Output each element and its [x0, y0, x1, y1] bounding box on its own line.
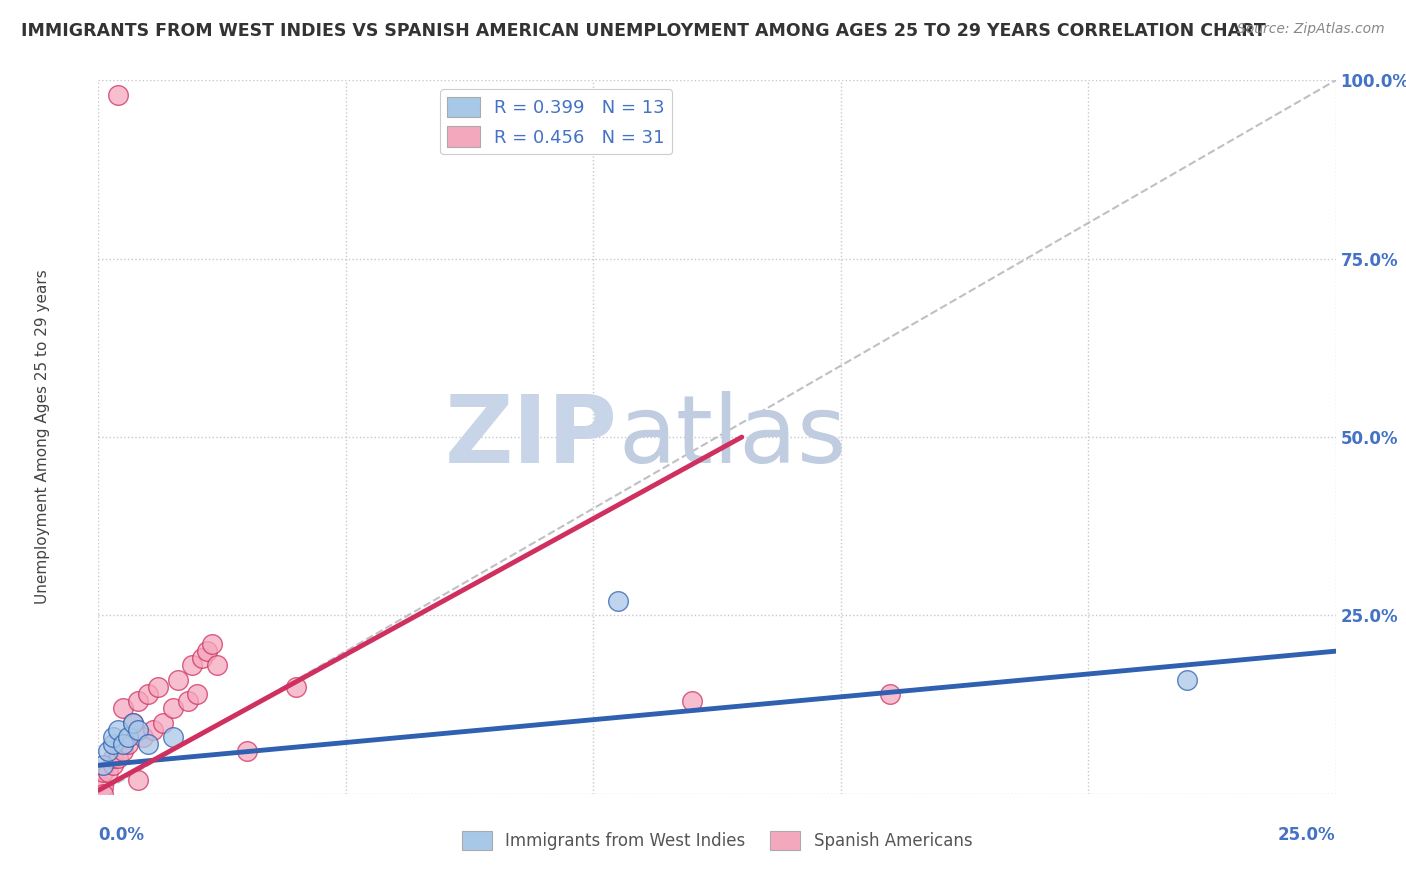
Point [681, 694, 703, 708]
Point [97, 765, 120, 780]
Point [127, 772, 149, 787]
Point [103, 751, 125, 765]
Point [122, 715, 145, 730]
Point [205, 658, 228, 673]
Point [136, 687, 159, 701]
Point [93, 780, 115, 794]
Legend: Immigrants from West Indies, Spanish Americans: Immigrants from West Indies, Spanish Ame… [456, 824, 979, 857]
Point [107, 751, 129, 765]
Text: Source: ZipAtlas.com: Source: ZipAtlas.com [1237, 22, 1385, 37]
Point [127, 694, 149, 708]
Point [162, 730, 184, 744]
Point [103, 737, 125, 751]
Point [152, 715, 174, 730]
Point [195, 644, 218, 658]
Text: ZIP: ZIP [446, 391, 619, 483]
Point [136, 737, 159, 751]
Point [186, 687, 208, 701]
Point [127, 723, 149, 737]
Text: 0.0%: 0.0% [98, 826, 145, 844]
Point [112, 737, 135, 751]
Point [103, 730, 125, 744]
Point [236, 744, 259, 758]
Point [107, 87, 129, 102]
Point [97, 744, 120, 758]
Point [103, 758, 125, 772]
Point [93, 787, 115, 801]
Point [142, 723, 165, 737]
Point [117, 737, 139, 751]
Point [107, 723, 129, 737]
Text: IMMIGRANTS FROM WEST INDIES VS SPANISH AMERICAN UNEMPLOYMENT AMONG AGES 25 TO 29: IMMIGRANTS FROM WEST INDIES VS SPANISH A… [21, 22, 1265, 40]
Point [117, 730, 139, 744]
Point [181, 658, 204, 673]
Point [93, 765, 115, 780]
Point [191, 651, 214, 665]
Point [1175, 673, 1198, 687]
Point [285, 680, 308, 694]
Text: atlas: atlas [619, 391, 846, 483]
Point [162, 701, 184, 715]
Point [112, 744, 135, 758]
Point [607, 594, 630, 608]
Point [879, 687, 901, 701]
Point [146, 680, 169, 694]
Point [201, 637, 224, 651]
Point [132, 730, 155, 744]
Point [93, 758, 115, 772]
Text: Unemployment Among Ages 25 to 29 years: Unemployment Among Ages 25 to 29 years [35, 269, 51, 605]
Point [122, 715, 145, 730]
Point [176, 694, 198, 708]
Point [112, 701, 135, 715]
Text: 25.0%: 25.0% [1278, 826, 1336, 844]
Point [166, 673, 188, 687]
